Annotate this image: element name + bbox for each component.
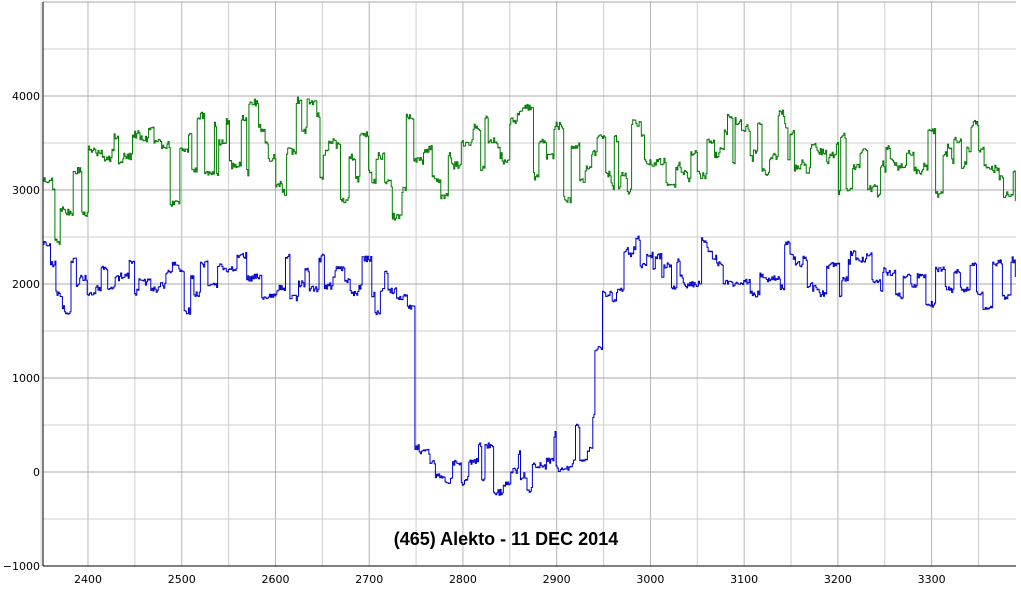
x-tick-label: 3000 [636, 573, 664, 586]
series-lines [43, 96, 1016, 496]
x-tick-label: 2700 [355, 573, 383, 586]
y-tick-label: 0 [33, 466, 40, 479]
series-line [43, 96, 1016, 245]
x-tick-label: 2900 [543, 573, 571, 586]
x-tick-label: 2800 [449, 573, 477, 586]
x-tick-label: 2600 [261, 573, 289, 586]
chart-title: (465) Alekto - 11 DEC 2014 [394, 529, 618, 549]
y-tick-label: 1000 [12, 372, 40, 385]
x-tick-label: 3200 [824, 573, 852, 586]
x-tick-label: 2400 [74, 573, 102, 586]
x-tick-label: 3300 [918, 573, 946, 586]
axes [42, 2, 1016, 567]
y-tick-label: 3000 [12, 184, 40, 197]
series-line [43, 235, 1016, 496]
y-tick-label: −1000 [3, 560, 40, 573]
x-tick-label: 2500 [168, 573, 196, 586]
y-tick-label: 2000 [12, 278, 40, 291]
grid-lines [40, 1, 1016, 567]
y-tick-label: 4000 [12, 90, 40, 103]
x-tick-label: 3100 [730, 573, 758, 586]
tick-labels: 2400 2500 2600 2700 2800 2900 3000 3100 3200 3300… [3, 90, 946, 586]
